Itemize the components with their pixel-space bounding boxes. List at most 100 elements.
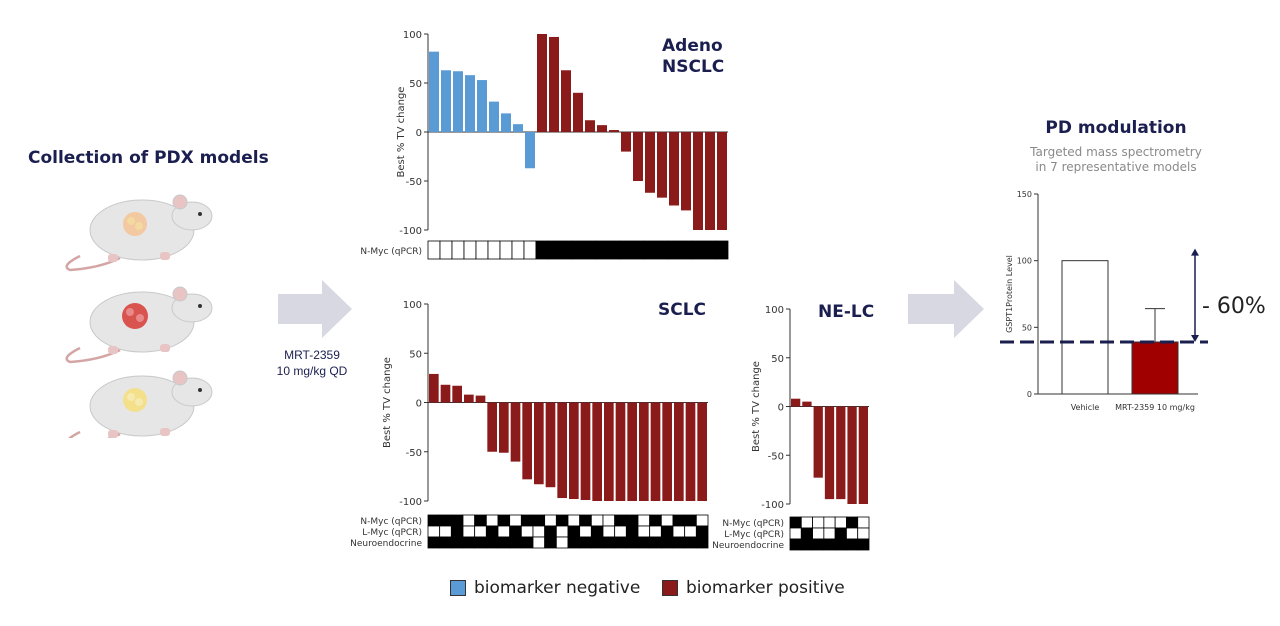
nelc-bar	[858, 406, 868, 504]
sclc-title: SCLC	[658, 300, 707, 320]
sclc-biomarker-cell	[497, 514, 511, 527]
sclc-bar	[545, 402, 556, 488]
sclc-biomarker-cell	[439, 514, 452, 527]
sclc-biomarker-cell	[427, 536, 441, 549]
adeno-chart: 100 50 0 -50 -100 Best % TV change N-Myc (qPCR…	[360, 30, 729, 260]
sclc-biomarker-cell	[672, 536, 686, 549]
adeno-bar	[501, 113, 511, 132]
adeno-bar	[693, 132, 703, 230]
sclc-biomarker-cell	[450, 525, 464, 538]
adeno-biomarker-cell	[607, 240, 621, 260]
sclc-biomarker-cell	[485, 514, 499, 527]
sclc-bar	[685, 402, 696, 501]
adeno-ylabel: Best % TV change	[396, 87, 407, 178]
adeno-bar	[549, 36, 559, 132]
nelc-biomarker-cell	[823, 516, 836, 529]
mouse-icon-3	[68, 370, 213, 438]
sclc-bar	[522, 402, 532, 480]
adeno-biomarker-cell	[487, 240, 501, 260]
sclc-biomarker-cell	[555, 536, 569, 549]
adeno-bar	[429, 51, 439, 132]
sclc-bar	[557, 402, 567, 499]
adeno-ytick-label: 50	[409, 79, 422, 90]
sclc-biomarker-cell	[649, 525, 662, 538]
adeno-bar	[489, 101, 499, 132]
sclc-biomarker-cell	[462, 525, 476, 538]
adeno-bar	[609, 130, 619, 132]
adeno-bar	[705, 132, 715, 230]
sclc-biomarker-cell	[590, 536, 604, 549]
adeno-biomarker-cell	[559, 240, 573, 260]
adeno-bar	[453, 71, 463, 132]
adeno-bar	[441, 70, 451, 132]
sclc-bar	[627, 402, 637, 501]
nelc-bar	[791, 398, 801, 407]
treatment-line-1: MRT-2359	[284, 348, 340, 362]
nelc-chart: 100 50 0 -50 -100 Best % TV change N-Myc (qPCR…	[712, 305, 870, 551]
sclc-biomarker-cell	[532, 514, 546, 527]
sclc-biomarker-cell	[579, 536, 592, 549]
adeno-bar	[513, 124, 523, 132]
sclc-bar	[429, 373, 439, 403]
nelc-ytick-label: -100	[761, 500, 784, 511]
nelc-biomarker-cell	[789, 516, 802, 529]
sclc-biomarker-cell	[544, 514, 557, 527]
sclc-biomarker-cell	[544, 525, 557, 538]
pd-reduction-label: - 60%	[1202, 294, 1266, 319]
sclc-biomarker-cell	[602, 536, 616, 549]
sclc-biomarker-cell	[485, 525, 499, 538]
sclc-biomarker-cell	[684, 536, 697, 549]
nelc-bar	[847, 406, 857, 504]
arrow-down-icon	[1191, 335, 1199, 342]
nelc-ylabel: Best % TV change	[751, 361, 762, 452]
sclc-biomarker-cell	[579, 514, 592, 527]
sclc-bar	[662, 402, 672, 501]
adeno-bar	[465, 75, 475, 132]
sclc-biomarker-cell	[590, 525, 604, 538]
sclc-biomarker-cell	[590, 514, 604, 527]
sclc-biomarker-cell	[625, 536, 639, 549]
sclc-biomarker-cell	[520, 536, 534, 549]
adeno-biomarker-cell	[523, 240, 537, 260]
sclc-bar	[487, 402, 497, 452]
pdx-title: Collection of PDX models	[28, 148, 269, 168]
sclc-biomarker-cell	[497, 525, 511, 538]
legend-positive: biomarker positive	[662, 578, 845, 598]
sclc-row-label: N-Myc (qPCR)	[360, 517, 422, 527]
sclc-biomarker-cell	[695, 536, 709, 549]
sclc-biomarker-cell	[579, 525, 592, 538]
nelc-biomarker-cell	[812, 516, 825, 529]
adeno-bar	[537, 34, 547, 132]
adeno-ytick-label: 100	[403, 30, 422, 41]
adeno-biomarker-cell	[571, 240, 585, 260]
sclc-biomarker-cell	[520, 514, 534, 527]
mice-illustration	[65, 194, 213, 438]
sclc-biomarker-cell	[427, 525, 441, 538]
sclc-biomarker-cell	[555, 514, 569, 527]
nelc-title: NE-LC	[818, 302, 875, 322]
pd-ytick-label: 150	[1017, 190, 1032, 199]
adeno-biomarker-cell	[439, 240, 453, 260]
sclc-bar	[452, 385, 462, 403]
adeno-bar	[585, 120, 595, 132]
nelc-bar	[824, 406, 835, 500]
adeno-bar	[621, 132, 631, 152]
sclc-bar	[534, 402, 544, 485]
adeno-bar	[657, 132, 667, 198]
pd-xtick-label: Vehicle	[1071, 403, 1100, 412]
sclc-row-label: Neuroendocrine	[350, 539, 422, 549]
sclc-bar	[697, 402, 707, 501]
sclc-bar	[510, 402, 521, 462]
sclc-bar	[615, 402, 626, 501]
adeno-bar	[669, 132, 679, 206]
sclc-biomarker-cell	[672, 514, 686, 527]
adeno-row-label: N-Myc (qPCR)	[360, 247, 422, 257]
arrow-up-icon	[1191, 248, 1199, 256]
pd-bar	[1061, 260, 1109, 395]
sclc-ytick-label: 100	[403, 300, 422, 311]
sclc-biomarker-cell	[439, 536, 452, 549]
adeno-bar	[633, 132, 643, 181]
adeno-bar	[525, 132, 535, 169]
sclc-ylabel: Best % TV change	[382, 357, 393, 448]
adeno-biomarker-cell	[691, 240, 705, 260]
